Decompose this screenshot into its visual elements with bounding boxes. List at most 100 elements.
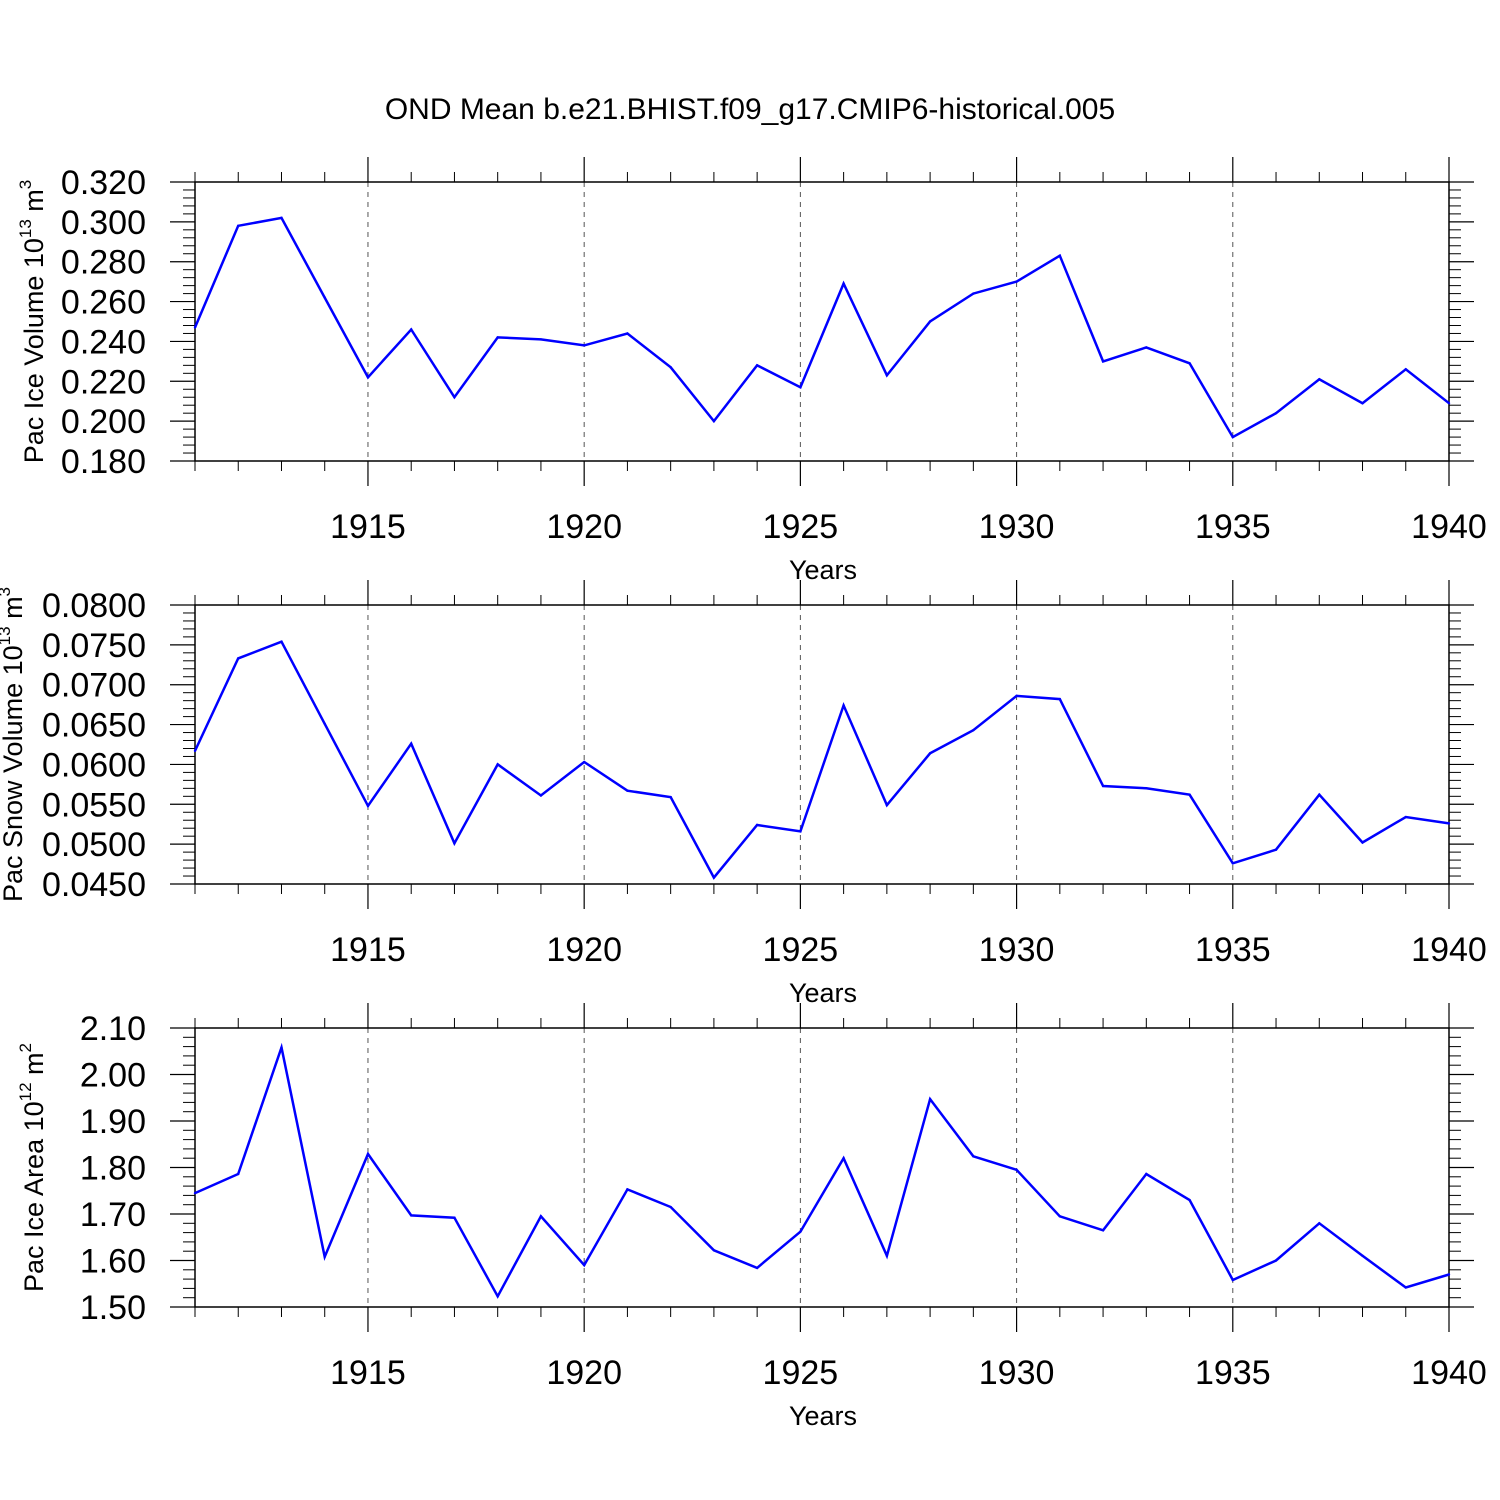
p1-x-tick-label: 1930: [979, 508, 1055, 546]
p3-data-point: [453, 1216, 456, 1219]
p1-data-point: [237, 224, 240, 228]
p1-data-point: [885, 374, 889, 377]
p1-y-axis-label-unit-exp: 3: [16, 180, 35, 189]
p3-data-point: [410, 1214, 413, 1217]
p1-data-point: [1058, 254, 1062, 257]
p3-y-axis-label-exp: 12: [16, 1082, 35, 1101]
p2-data-point: [1318, 793, 1321, 796]
p2-data-point: [972, 728, 975, 732]
p3-data-point: [1058, 1215, 1062, 1218]
p3-data-point: [496, 1295, 499, 1298]
p2-data-point: [453, 842, 456, 845]
p3-data-point: [1188, 1198, 1191, 1202]
p1-data-point: [669, 366, 672, 369]
p2-data-point: [885, 803, 889, 807]
panel-2: 1915 1920 1925 1930 1935 1940 0.04500.05000.05…: [0, 580, 1487, 1008]
p1-y-tick-label: 0.280: [61, 244, 146, 282]
p3-y-axis-label-unit: m: [19, 1052, 49, 1082]
p3-x-tick-label: 1920: [546, 1354, 622, 1392]
p3-series-line: [194, 1042, 1450, 1299]
p2-data-point: [1188, 793, 1191, 796]
p1-y-axis-label-text: Pac Ice Volume 10: [19, 238, 49, 463]
p1-x-tick-label: 1915: [330, 508, 406, 546]
p2-y-axis-label-unit-exp: 3: [0, 587, 14, 596]
p3-x-tick-label: 1915: [330, 1354, 406, 1392]
p2-y-tick-label: 0.0650: [42, 707, 146, 745]
p3-data-point: [1015, 1168, 1018, 1172]
p2-data-point: [1404, 815, 1407, 819]
p1-plot-frame: [194, 181, 1450, 462]
p3-x-axis-label: Years: [789, 1401, 857, 1431]
p1-x-tick-label: 1940: [1411, 508, 1487, 546]
p2-x-tick-label: 1930: [979, 931, 1055, 969]
p1-data-point: [280, 216, 283, 220]
p1-data-point: [1015, 280, 1018, 283]
p2-data-point: [193, 749, 197, 753]
p3-data-point: [1404, 1286, 1407, 1289]
p2-x-axis-label: Years: [789, 978, 857, 1008]
p2-data-point: [1274, 848, 1278, 851]
p3-data-point: [1447, 1273, 1451, 1276]
p2-data-point: [1447, 822, 1451, 825]
p1-y-axis-label-unit: m: [19, 189, 49, 219]
p2-data-point: [1231, 862, 1234, 865]
p3-data-point: [1101, 1229, 1105, 1232]
p3-data-point: [885, 1254, 889, 1258]
p1-y-tick-label: 0.300: [61, 204, 146, 242]
p1-data-point: [626, 332, 629, 335]
p2-data-point: [1015, 694, 1018, 698]
p2-series-line: [193, 640, 1450, 880]
p3-x-tick-label: 1930: [979, 1354, 1055, 1392]
p1-y-tick-label: 0.220: [61, 363, 146, 401]
p1-data-point: [323, 296, 326, 299]
p1-data-point: [539, 338, 543, 341]
p1-data-point: [1274, 411, 1278, 415]
p1-x-tick-label: 1935: [1195, 508, 1271, 546]
p1-y-tick-label: 0.180: [61, 443, 146, 481]
p1-x-axis-label: Years: [789, 555, 857, 585]
p3-x-tick-label: 1935: [1195, 1354, 1271, 1392]
p2-data-point: [539, 794, 543, 797]
p3-data-point: [1361, 1254, 1364, 1258]
p2-y-tick-label: 0.0750: [42, 627, 146, 665]
p2-data-point: [237, 657, 240, 660]
p3-data-point: [237, 1172, 240, 1176]
p2-y-tick-label: 0.0700: [42, 667, 146, 705]
p3-y-tick-label: 1.50: [80, 1289, 146, 1327]
p3-data-point: [582, 1263, 586, 1267]
p3-data-point: [1231, 1278, 1234, 1282]
p1-data-point: [842, 282, 845, 285]
p1-y-axis-label: Pac Ice Volume 1013 m3: [16, 180, 49, 464]
p2-plot-frame: [194, 604, 1450, 885]
p2-data-point: [1101, 784, 1105, 788]
p3-data-point: [539, 1215, 543, 1218]
p2-data-point: [755, 823, 759, 827]
p2-y-axis-label-exp: 13: [0, 626, 14, 645]
p3-data-point: [193, 1191, 197, 1195]
p2-data-point: [366, 804, 370, 808]
panel-1: 1915 1920 1925 1930 1935 19400.1800.2000.2200…: [16, 157, 1487, 585]
p1-data-point: [1231, 435, 1234, 439]
p3-y-axis-label: Pac Ice Area 1012 m2: [16, 1043, 49, 1292]
p2-y-tick-label: 0.0450: [42, 866, 146, 904]
p2-y-axis-label: Pac Snow Volume 1013 m3: [0, 587, 28, 902]
p2-data-point: [842, 704, 845, 707]
p1-data-point: [496, 336, 499, 339]
p2-data-point: [323, 722, 326, 725]
p2-data-point: [582, 760, 586, 764]
p3-y-tick-label: 2.00: [80, 1057, 146, 1095]
p2-y-tick-label: 0.0800: [42, 587, 146, 625]
p3-data-point: [842, 1157, 845, 1160]
p2-data-point: [626, 789, 629, 792]
p3-data-point: [323, 1255, 326, 1258]
p3-y-tick-label: 2.10: [80, 1010, 146, 1048]
p1-x-tick-label: 1920: [546, 508, 622, 546]
p2-data-point: [496, 763, 499, 766]
p1-data-point: [582, 344, 586, 347]
p1-data-point: [1318, 378, 1321, 381]
p3-data-point: [366, 1152, 370, 1156]
figure-title: OND Mean b.e21.BHIST.f09_g17.CMIP6-histo…: [385, 93, 1115, 126]
p1-data-point: [1188, 362, 1191, 365]
